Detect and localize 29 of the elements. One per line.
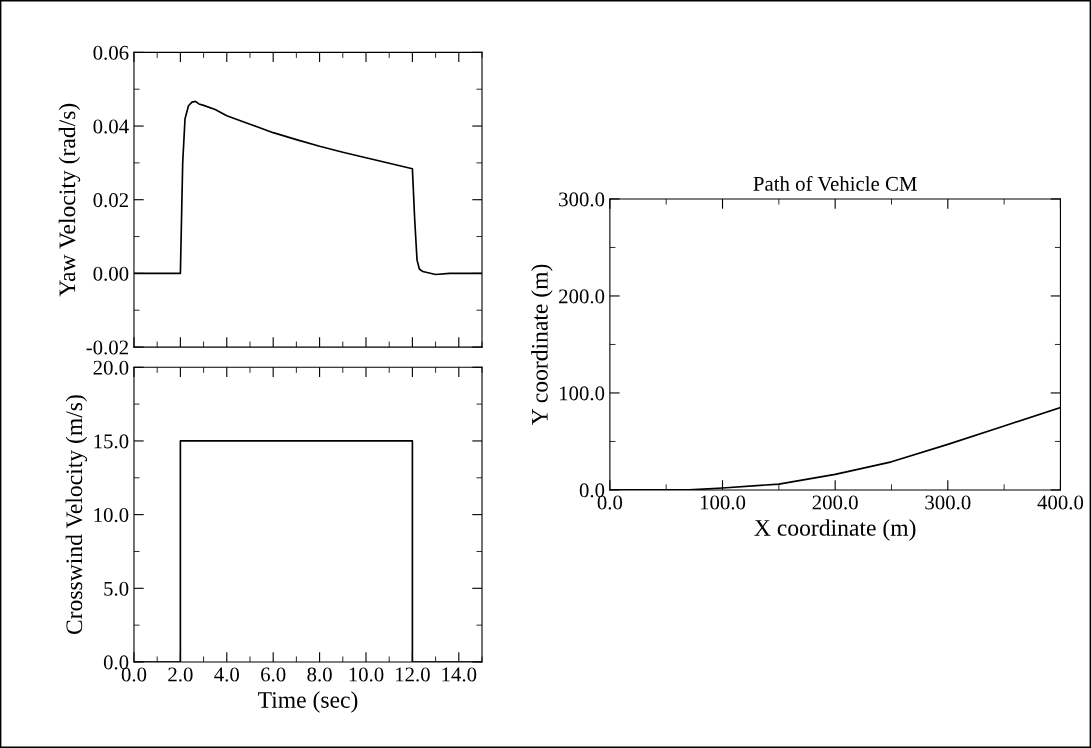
x-tick-label: 400.0 [1037, 495, 1084, 510]
y-tick-label: 0.04 [93, 119, 129, 134]
y-axis-title: Y coordinate (m) [531, 264, 553, 426]
x-tick-label: 200.0 [812, 495, 858, 510]
x-tick-label: 100.0 [700, 495, 746, 510]
y-tick-label: 0.06 [93, 45, 129, 60]
x-tick-label: 2.0 [168, 667, 193, 682]
y-tick-label: 10.0 [94, 508, 129, 523]
x-tick-label: 6.0 [261, 667, 286, 682]
y-tick-label: 15.0 [94, 434, 129, 449]
y-tick-label: 300.0 [559, 192, 605, 207]
chart-title: Path of Vehicle CM [753, 175, 917, 191]
y-tick-label: 20.0 [93, 360, 129, 375]
x-axis-title: Time (sec) [258, 691, 358, 713]
x-tick-label: 14.0 [442, 667, 477, 682]
y-axis-title: Yaw Velocity (rad/s) [58, 103, 81, 297]
x-axis-title: X coordinate (m) [754, 519, 916, 541]
x-tick-label: 12.0 [396, 667, 430, 682]
x-tick-label: 10.0 [349, 667, 384, 682]
y-tick-label: 5.0 [104, 581, 129, 596]
x-tick-label: 8.0 [307, 667, 332, 682]
y-tick-label: 0.00 [93, 266, 129, 281]
x-tick-label: 300.0 [925, 495, 971, 510]
y-tick-label: -0.02 [86, 340, 128, 355]
y-axis-title: Crosswind Velocity (m/s) [65, 395, 88, 635]
y-tick-label: 100.0 [559, 386, 605, 401]
y-tick-label: 200.0 [559, 289, 605, 304]
x-tick-label: 4.0 [214, 667, 240, 682]
y-tick-label: 0.02 [93, 193, 128, 208]
